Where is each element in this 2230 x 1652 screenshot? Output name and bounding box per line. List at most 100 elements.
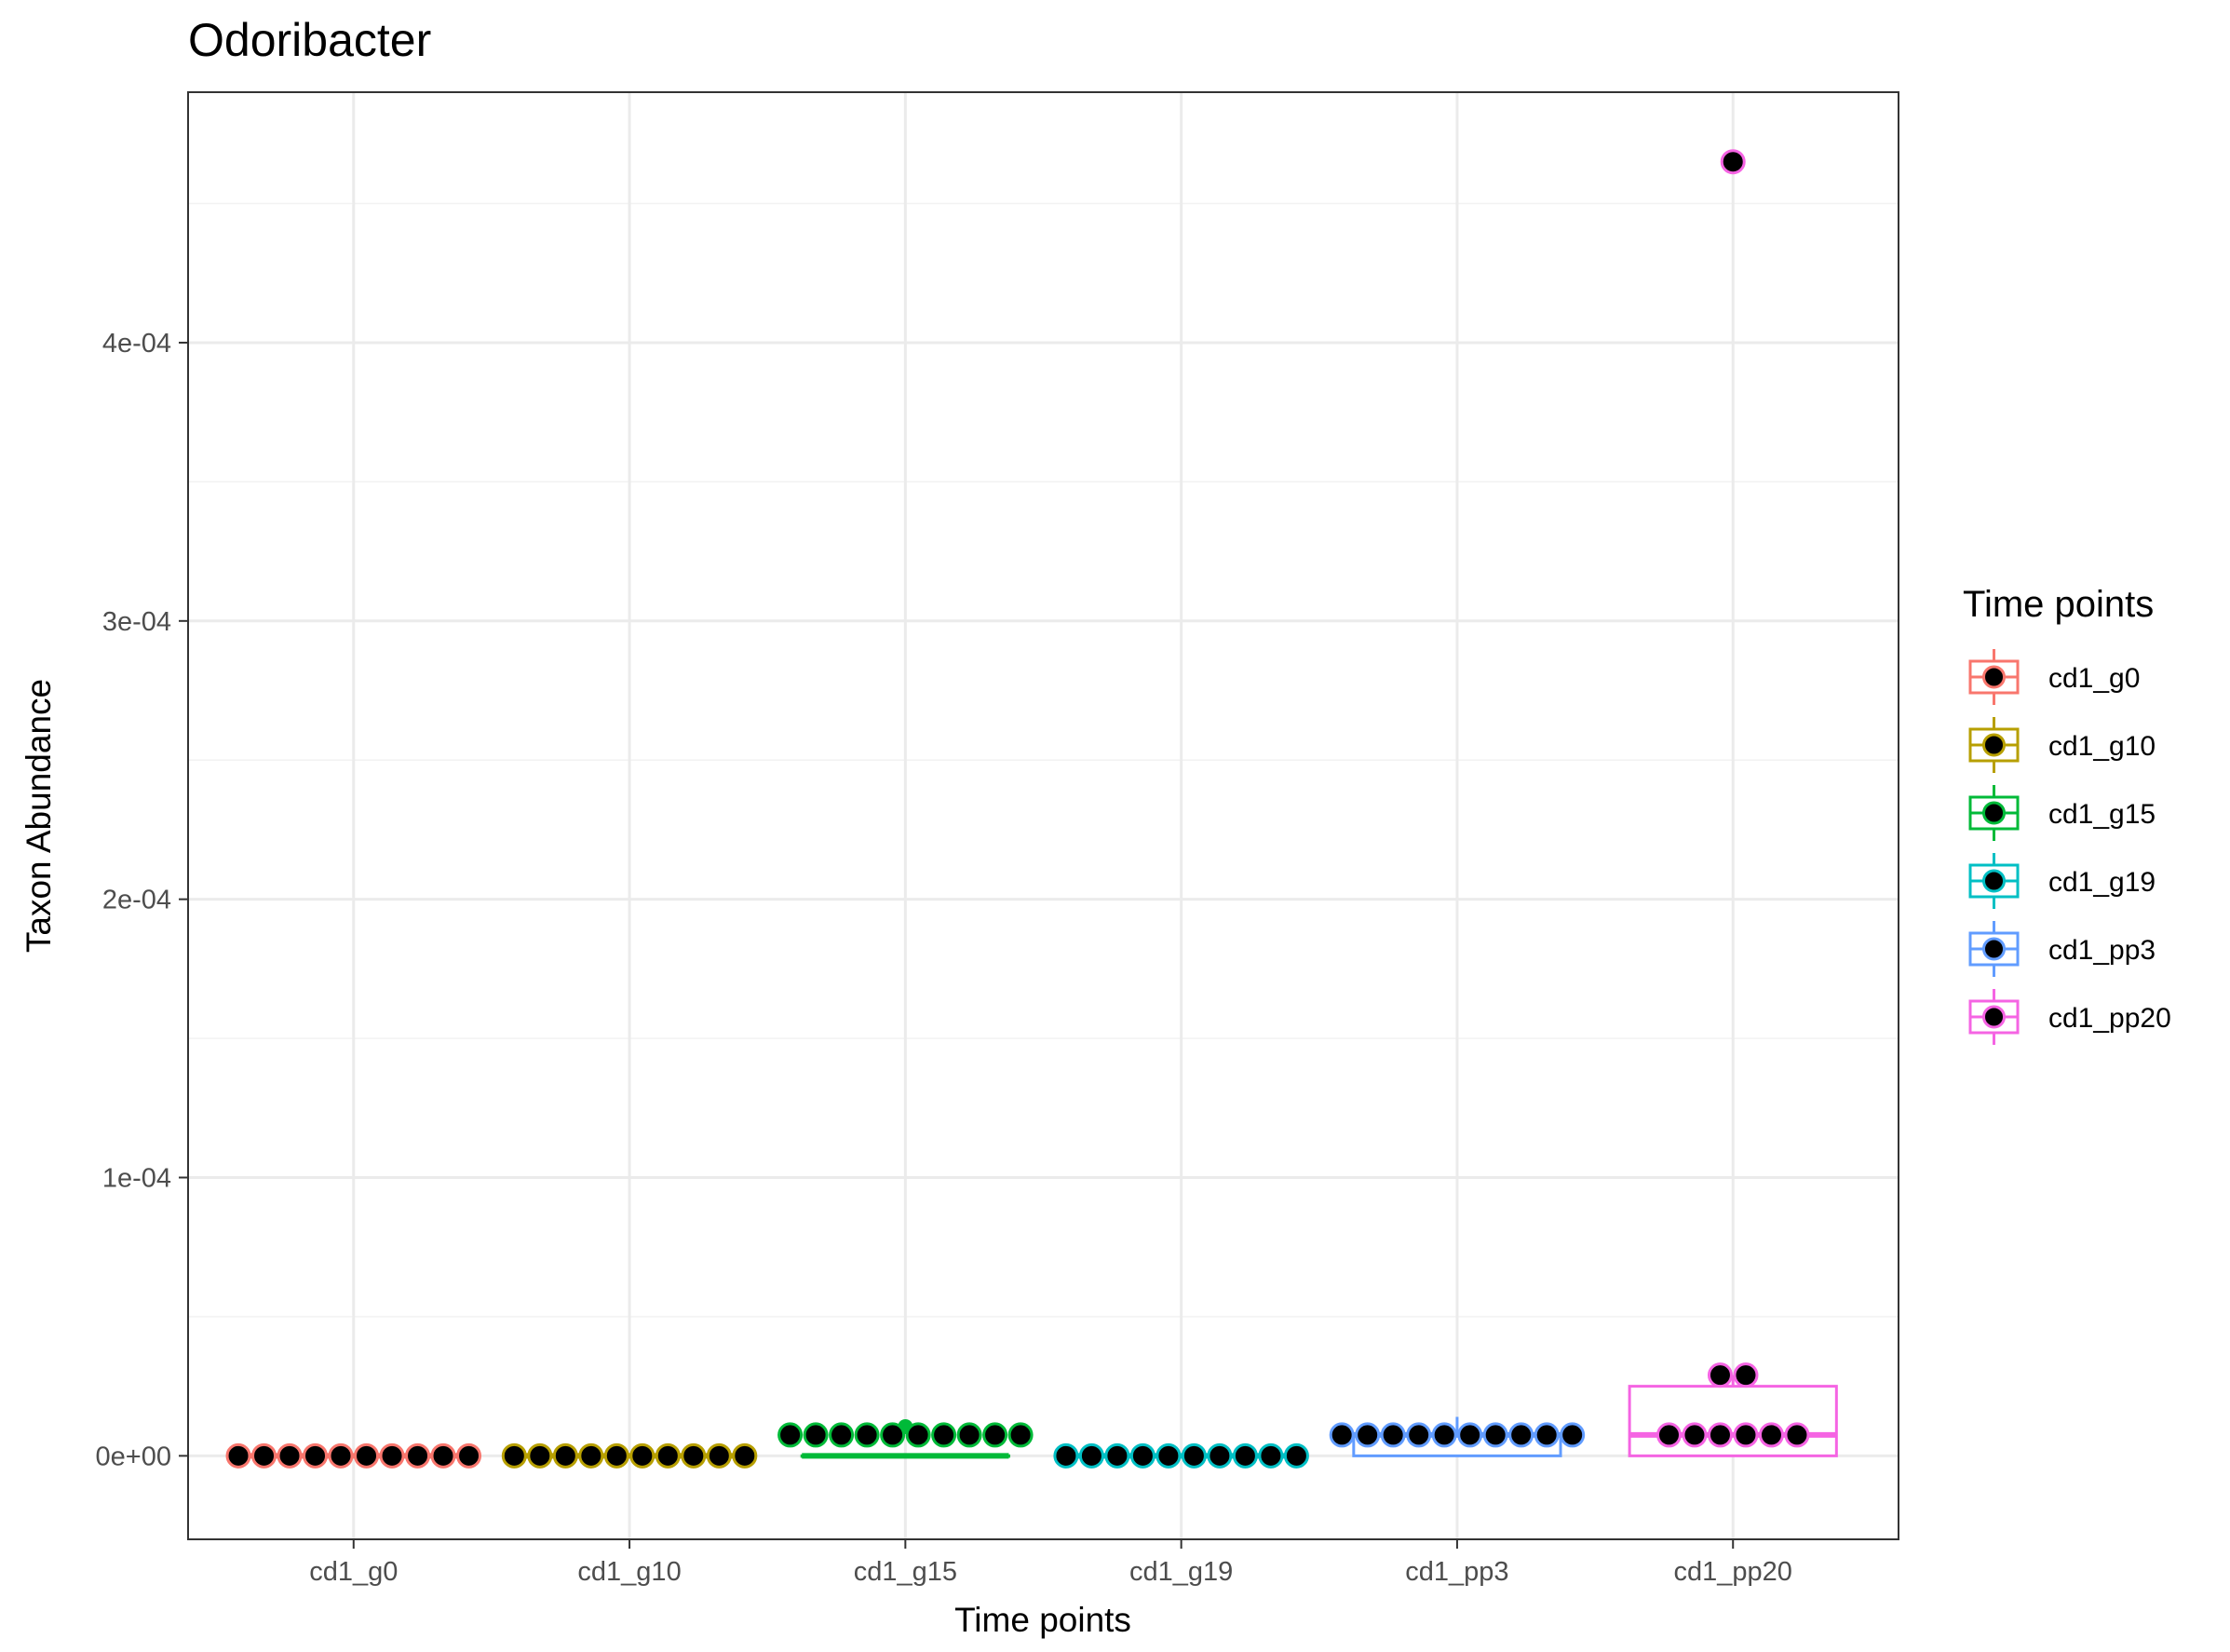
data-point-cd1_g0 bbox=[303, 1442, 329, 1469]
legend-item-cd1_pp20: cd1_pp20 bbox=[1968, 989, 2171, 1045]
data-point-cd1_pp3 bbox=[1508, 1422, 1534, 1448]
legend-label: cd1_g0 bbox=[2048, 663, 2140, 694]
box-cd1_g15 bbox=[800, 1418, 1010, 1459]
data-point-cd1_pp20 bbox=[1758, 1422, 1784, 1448]
y-axis-title: Taxon Abundance bbox=[20, 679, 58, 953]
box-iqr bbox=[1628, 1385, 1838, 1457]
data-point-cd1_g0 bbox=[379, 1442, 405, 1469]
data-point-cd1_g15 bbox=[956, 1422, 982, 1448]
x-tick-label: cd1_pp20 bbox=[1674, 1557, 1792, 1587]
data-point-cd1_g0 bbox=[430, 1442, 456, 1469]
x-axis-title: Time points bbox=[954, 1601, 1131, 1639]
data-point-cd1_g10 bbox=[732, 1442, 758, 1469]
legend-key-point bbox=[1982, 665, 2006, 689]
x-tick-label: cd1_g19 bbox=[1129, 1557, 1233, 1587]
data-point-cd1_g15 bbox=[854, 1422, 880, 1448]
data-point-cd1_g15 bbox=[931, 1422, 957, 1448]
data-point-cd1_g15 bbox=[982, 1422, 1008, 1448]
x-tick-label: cd1_pp3 bbox=[1405, 1557, 1508, 1587]
data-point-cd1_g19 bbox=[1258, 1442, 1284, 1469]
legend-item-cd1_g10: cd1_g10 bbox=[1968, 717, 2156, 773]
data-point-cd1_pp20 bbox=[1733, 1422, 1759, 1448]
data-point-cd1_g10 bbox=[629, 1442, 655, 1469]
data-point-cd1_pp20 bbox=[1707, 1362, 1733, 1388]
data-point-cd1_g19 bbox=[1078, 1442, 1104, 1469]
data-point-cd1_g10 bbox=[527, 1442, 553, 1469]
data-point-cd1_g10 bbox=[706, 1442, 732, 1469]
data-point-cd1_g15 bbox=[1007, 1422, 1034, 1448]
legend-key-point bbox=[1982, 937, 2006, 961]
x-tick-label: cd1_g10 bbox=[577, 1557, 681, 1587]
legend-label: cd1_pp20 bbox=[2048, 1003, 2171, 1034]
data-point-cd1_pp20 bbox=[1656, 1422, 1682, 1448]
legend-key-point bbox=[1982, 869, 2006, 893]
data-point-cd1_g0 bbox=[225, 1442, 251, 1469]
x-tick-label: cd1_g15 bbox=[854, 1557, 957, 1587]
data-point-cd1_g15 bbox=[880, 1422, 906, 1448]
data-point-cd1_pp3 bbox=[1560, 1422, 1586, 1448]
data-point-cd1_g10 bbox=[501, 1442, 527, 1469]
data-point-cd1_g19 bbox=[1283, 1442, 1309, 1469]
data-point-cd1_g0 bbox=[328, 1442, 354, 1469]
legend-label: cd1_g10 bbox=[2048, 731, 2156, 762]
chart-title: Odoribacter bbox=[188, 14, 431, 66]
y-tick-label: 3e-04 bbox=[102, 607, 171, 637]
data-point-cd1_g10 bbox=[681, 1442, 707, 1469]
data-point-cd1_g10 bbox=[655, 1442, 681, 1469]
x-tick-label: cd1_g0 bbox=[309, 1557, 398, 1587]
data-point-cd1_pp20 bbox=[1682, 1422, 1708, 1448]
data-point-cd1_pp20 bbox=[1720, 149, 1746, 175]
data-point-cd1_g15 bbox=[905, 1422, 931, 1448]
data-point-cd1_g10 bbox=[603, 1442, 629, 1469]
legend-key-point bbox=[1982, 1005, 2006, 1029]
legend-key-point bbox=[1982, 733, 2006, 757]
data-point-cd1_pp3 bbox=[1406, 1422, 1432, 1448]
legend-label: cd1_g15 bbox=[2048, 799, 2156, 830]
data-point-cd1_g0 bbox=[405, 1442, 431, 1469]
data-point-cd1_g19 bbox=[1129, 1442, 1156, 1469]
data-point-cd1_g19 bbox=[1053, 1442, 1079, 1469]
data-point-cd1_g15 bbox=[803, 1422, 829, 1448]
legend-item-cd1_g15: cd1_g15 bbox=[1968, 785, 2156, 841]
plot-panel-border bbox=[187, 91, 1899, 1540]
points bbox=[225, 149, 1810, 1469]
y-tick-label: 0e+00 bbox=[96, 1442, 171, 1471]
legend-label: cd1_g19 bbox=[2048, 867, 2156, 898]
data-point-cd1_g19 bbox=[1104, 1442, 1130, 1469]
data-point-cd1_g15 bbox=[777, 1422, 804, 1448]
data-point-cd1_g0 bbox=[251, 1442, 277, 1469]
data-point-cd1_pp3 bbox=[1329, 1422, 1355, 1448]
legend-item-cd1_g0: cd1_g0 bbox=[1968, 649, 2140, 705]
data-point-cd1_g19 bbox=[1156, 1442, 1182, 1469]
y-tick-label: 2e-04 bbox=[102, 886, 171, 915]
data-point-cd1_g19 bbox=[1232, 1442, 1258, 1469]
data-point-cd1_pp20 bbox=[1784, 1422, 1810, 1448]
axes: 0e+00 1e-04 2e-04 3e-04 4e-04 cd1_g0 cd1_g10 cd… bbox=[96, 329, 1792, 1587]
data-point-cd1_pp20 bbox=[1707, 1422, 1733, 1448]
data-point-cd1_pp3 bbox=[1534, 1422, 1560, 1448]
data-point-cd1_pp3 bbox=[1482, 1422, 1508, 1448]
y-tick-label: 4e-04 bbox=[102, 329, 171, 359]
data-point-cd1_g19 bbox=[1207, 1442, 1233, 1469]
data-point-cd1_g10 bbox=[578, 1442, 604, 1469]
data-point-cd1_g0 bbox=[456, 1442, 482, 1469]
data-point-cd1_g10 bbox=[552, 1442, 578, 1469]
legend-title: Time points bbox=[1963, 584, 2154, 625]
legend: Time points cd1_g0 cd1_g10 cd1_g15 cd1_g19c… bbox=[1963, 584, 2171, 1045]
legend-key-point bbox=[1982, 801, 2006, 825]
data-point-cd1_g0 bbox=[277, 1442, 303, 1469]
data-point-cd1_g19 bbox=[1181, 1442, 1207, 1469]
legend-item-cd1_g19: cd1_g19 bbox=[1968, 853, 2156, 909]
data-point-cd1_pp3 bbox=[1431, 1422, 1457, 1448]
data-point-cd1_g0 bbox=[354, 1442, 380, 1469]
data-point-cd1_pp3 bbox=[1457, 1422, 1483, 1448]
data-point-cd1_pp3 bbox=[1380, 1422, 1406, 1448]
data-point-cd1_pp3 bbox=[1355, 1422, 1381, 1448]
data-point-cd1_g15 bbox=[829, 1422, 855, 1448]
legend-label: cd1_pp3 bbox=[2048, 935, 2156, 966]
data-point-cd1_pp20 bbox=[1733, 1362, 1759, 1388]
y-tick-label: 1e-04 bbox=[102, 1164, 171, 1194]
legend-item-cd1_pp3: cd1_pp3 bbox=[1968, 921, 2156, 977]
